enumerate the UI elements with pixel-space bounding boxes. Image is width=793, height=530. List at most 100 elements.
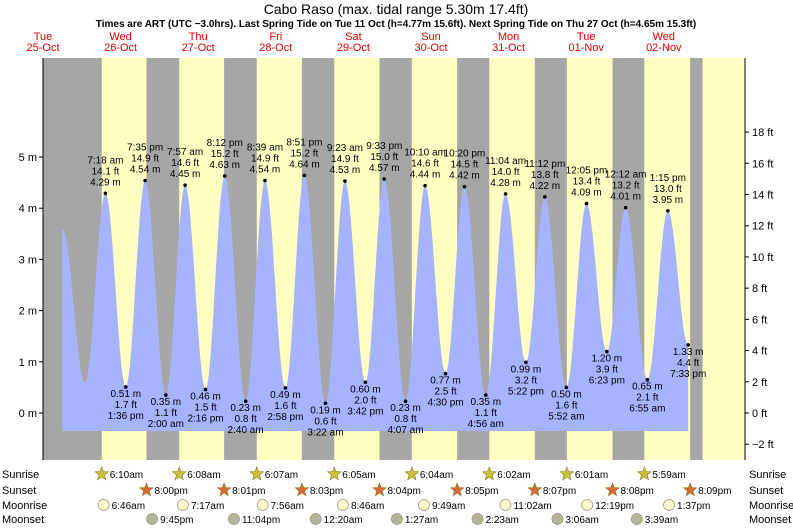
sunrise-time: 6:10am (110, 470, 143, 481)
tide-label-line: 4.09 m (571, 188, 602, 199)
left-axis-tick-label: 5 m (19, 152, 37, 164)
low-tide-label: 0.35 m1.1 ft4:56 am (468, 397, 504, 430)
tide-label-line: 6:55 am (629, 404, 665, 415)
moonrise-time: 9:49am (432, 501, 465, 512)
moonrise-row-label-right: Moonrise (749, 500, 793, 512)
moonrise-time: 7:56am (271, 501, 304, 512)
tide-label-line: 0.77 m (430, 376, 461, 387)
low-tide-point (203, 387, 208, 392)
tide-label-line: 11:04 am (485, 156, 526, 167)
moonset-icon (551, 513, 564, 525)
tide-label-line: 0.65 m (632, 382, 663, 393)
sunrise-icon (559, 466, 575, 481)
tide-label-line: 4.53 m (330, 165, 361, 176)
sunrise-time: 5:59am (652, 470, 685, 481)
high-tide-point (103, 191, 108, 196)
tide-label-line: 0.35 m (470, 397, 501, 408)
sunset-time: 8:08pm (620, 486, 653, 497)
sunset-time: 8:07pm (543, 486, 576, 497)
tide-label-line: 4:30 pm (427, 398, 463, 409)
tide-label-line: 1.6 ft (274, 401, 296, 412)
moonrise-row-label-left: Moonrise (2, 500, 47, 512)
sunrise-icon (481, 466, 497, 481)
tide-label-line: 4.29 m (90, 177, 121, 188)
tide-label-line: 15.2 ft (211, 149, 239, 160)
tide-label-line: 4.01 m (610, 192, 641, 203)
tide-label-line: 0.8 ft (394, 414, 416, 425)
axes: 0 m 1 m 2 m 3 m 4 m 5 m −2 ft 0 ft 2 ft 4 ft 6 ft 8… (19, 58, 774, 460)
low-tide-point (605, 349, 609, 354)
sunset-row-label-right: Sunset (749, 485, 783, 497)
tide-label-line: 14.9 ft (131, 154, 159, 165)
tide-label-line: 9:33 pm (366, 141, 402, 152)
moonset-time: 2:23am (486, 515, 519, 525)
high-tide-point (623, 205, 628, 210)
tide-area (62, 175, 689, 431)
tide-label-line: 1.33 m (673, 347, 704, 358)
sunset-time: 8:09pm (698, 486, 731, 497)
day-header-date: 01-Nov (568, 42, 604, 54)
tide-label-line: 5:22 pm (508, 386, 544, 397)
moonset-time: 3:06am (565, 515, 598, 525)
plot-clip (43, 58, 745, 460)
low-tide-point (283, 386, 288, 390)
moonset-icon (390, 513, 403, 525)
tide-label-line: 1.6 ft (555, 400, 577, 411)
low-tide-label: 0.23 m0.8 ft2:40 am (228, 403, 264, 436)
tide-label-line: 10:10 am (404, 148, 446, 159)
moonset-row-label-right: Moonset (749, 514, 791, 525)
tide-label-line: 4.57 m (369, 163, 400, 174)
tide-label-line: 4.28 m (490, 178, 521, 189)
moonrise-time: 1:37pm (677, 501, 710, 512)
day-header-dow: Tue (34, 31, 53, 43)
tide-label-line: 14.1 ft (91, 166, 119, 177)
low-tide-label: 0.60 m2.0 ft3:42 pm (347, 384, 383, 417)
moonrise-time: 11:02am (513, 501, 551, 512)
tide-label-line: 2:58 pm (267, 412, 303, 423)
high-tide-point (382, 177, 387, 181)
tide-label-line: 1:36 pm (108, 411, 144, 422)
left-axis-tick-label: 0 m (19, 408, 37, 420)
right-axis-tick-label: 8 ft (752, 283, 767, 295)
tide-label-line: 0.19 m (310, 405, 341, 416)
tide-label-line: 1.5 ft (194, 402, 216, 413)
sunrise-time: 6:07am (265, 470, 298, 481)
tide-label-line: 14.0 ft (492, 167, 520, 178)
night-band (690, 58, 703, 460)
moonrise-icon (663, 499, 675, 511)
sunrise-time: 6:02am (497, 470, 530, 481)
tide-label-line: 8:39 am (247, 143, 283, 154)
tide-label-line: 0.60 m (350, 384, 381, 395)
tide-label-line: 0.46 m (190, 391, 221, 402)
tide-label-line: 3.9 ft (596, 365, 618, 376)
left-axis-tick-label: 3 m (19, 254, 37, 266)
tide-label-line: 15.0 ft (370, 152, 398, 163)
day-header-date: 29-Oct (337, 42, 370, 54)
sunset-time: 8:05pm (465, 486, 498, 497)
sunset-icon (216, 482, 232, 497)
moonset-icon (630, 513, 643, 525)
sunrise-time: 6:01am (575, 470, 608, 481)
tide-label-line: 13.0 ft (654, 184, 682, 195)
day-header-dow: Mon (498, 31, 519, 43)
right-axis-tick-label: 6 ft (752, 314, 767, 326)
moonrise-icon (418, 499, 430, 511)
low-tide-point (243, 399, 248, 404)
high-tide-point (503, 192, 508, 196)
sunrise-icon (636, 466, 652, 481)
moonrise-icon (581, 499, 594, 511)
tide-label-line: 8:51 pm (286, 137, 322, 148)
right-axis-tick-label: 2 ft (752, 377, 767, 389)
low-tide-point (524, 360, 528, 365)
moonrise-icon (97, 499, 110, 511)
sunset-icon (682, 482, 698, 497)
right-axis-tick-label: −2 ft (752, 439, 774, 451)
